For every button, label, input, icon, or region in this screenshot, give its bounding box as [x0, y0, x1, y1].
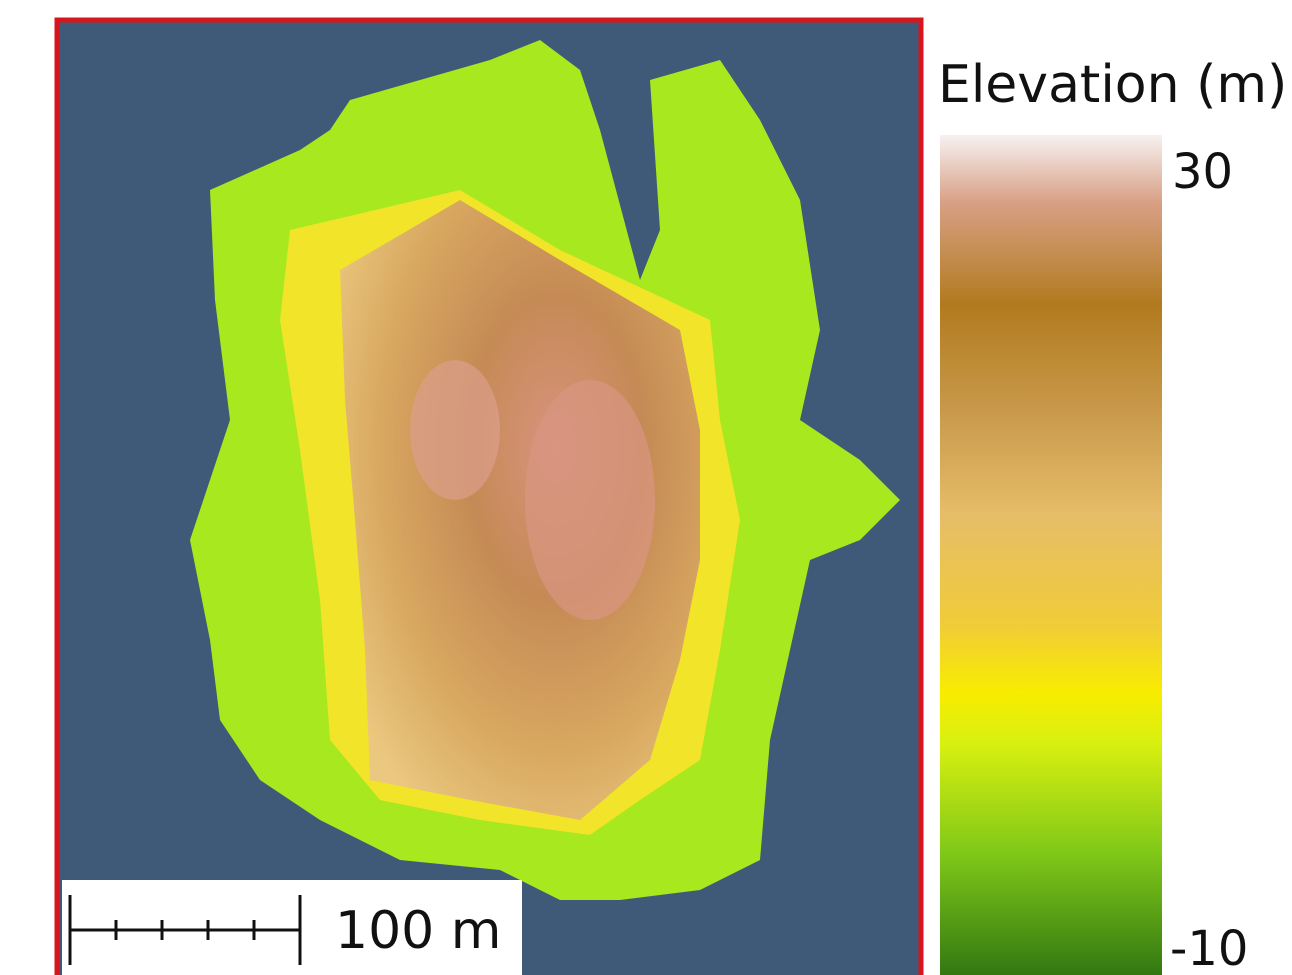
legend-title: Elevation (m) — [938, 55, 1287, 115]
page: 100 m Elevation (m) 30 -10 (() => { cons… — [0, 0, 1292, 975]
color-bar — [940, 135, 1162, 975]
peak — [525, 380, 655, 620]
legend-max: 30 — [1172, 144, 1233, 200]
map — [57, 20, 921, 975]
map-figure: 100 m Elevation (m) 30 -10 — [0, 0, 1292, 975]
peak — [410, 360, 500, 500]
legend-min: -10 — [1170, 921, 1248, 975]
scale-bar-label: 100 m — [335, 901, 501, 961]
